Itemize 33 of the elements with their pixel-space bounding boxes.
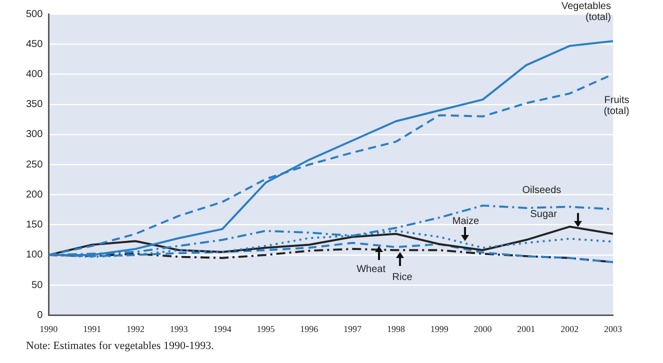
x-tick-label: 2000 [474, 324, 492, 334]
x-tick-label: 2003 [604, 324, 622, 334]
x-tick-label: 1997 [344, 324, 362, 334]
y-tick-label: 500 [26, 8, 44, 20]
y-tick-label: 50 [32, 280, 44, 291]
x-tick-label: 1996 [300, 324, 319, 334]
y-tick-label: 300 [26, 129, 44, 140]
annotation: Sugar [530, 208, 557, 220]
x-tick-label: 1999 [430, 324, 449, 334]
annotation: Maize [452, 216, 480, 227]
y-tick-label: 150 [26, 220, 44, 231]
x-tick-label: 1994 [213, 324, 232, 334]
y-tick-label: 450 [26, 38, 44, 50]
annotation: Wheat [356, 264, 386, 276]
x-tick-label: 1991 [83, 324, 102, 334]
x-tick-label: 1992 [126, 324, 144, 334]
x-tick-label: 1990 [40, 324, 58, 334]
annotation: Oilseeds [521, 184, 562, 196]
y-tick-label: 250 [26, 159, 44, 170]
x-tick-label: 2001 [517, 324, 536, 334]
y-tick-label: 350 [26, 99, 44, 110]
y-tick-label: 0 [37, 310, 44, 321]
x-tick-label: 1998 [386, 324, 406, 334]
x-tick-label: 1995 [256, 324, 276, 334]
y-tick-label: 400 [26, 68, 44, 80]
x-tick-label: 2002 [560, 324, 579, 334]
y-tick-label: 200 [26, 189, 44, 200]
text: Note: Estimates for vegetables 1990-1993. [26, 340, 214, 352]
y-tick-label: 100 [26, 250, 44, 261]
annotation: Fruits (total) [602, 95, 630, 118]
annotation: Vegetables (total) [560, 1, 611, 24]
x-tick-label: 1993 [170, 324, 188, 334]
annotation: Rice [392, 272, 412, 284]
